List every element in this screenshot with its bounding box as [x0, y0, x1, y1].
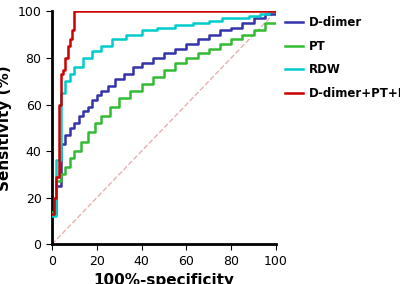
- Y-axis label: Sensitivity (%): Sensitivity (%): [0, 65, 12, 191]
- X-axis label: 100%-specificity: 100%-specificity: [94, 273, 234, 284]
- Legend: D-dimer, PT, RDW, D-dimer+PT+RDW: D-dimer, PT, RDW, D-dimer+PT+RDW: [280, 11, 400, 105]
